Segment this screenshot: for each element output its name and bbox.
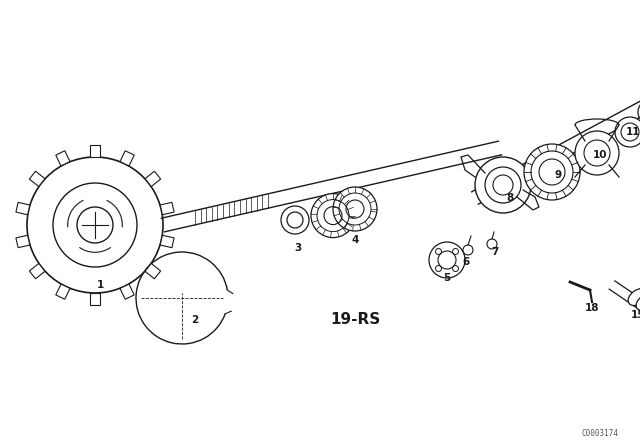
Text: 11: 11 — [626, 127, 640, 137]
Polygon shape — [90, 293, 100, 305]
Circle shape — [27, 157, 163, 293]
Text: C0003174: C0003174 — [582, 428, 618, 438]
Polygon shape — [145, 263, 161, 279]
Polygon shape — [160, 202, 174, 215]
Polygon shape — [120, 151, 134, 166]
Polygon shape — [145, 171, 161, 186]
Ellipse shape — [628, 289, 640, 306]
Text: 18: 18 — [585, 303, 599, 313]
Circle shape — [333, 187, 377, 231]
Text: 10: 10 — [593, 150, 607, 160]
Polygon shape — [16, 235, 30, 248]
Polygon shape — [16, 202, 30, 215]
Circle shape — [575, 131, 619, 175]
Ellipse shape — [636, 293, 640, 310]
Polygon shape — [29, 171, 45, 186]
Circle shape — [475, 157, 531, 213]
Text: 4: 4 — [351, 235, 358, 245]
Circle shape — [429, 242, 465, 278]
Text: 15: 15 — [631, 310, 640, 320]
Text: 8: 8 — [506, 193, 514, 203]
Text: 3: 3 — [294, 243, 301, 253]
Circle shape — [311, 194, 355, 237]
Circle shape — [524, 144, 580, 200]
Polygon shape — [29, 263, 45, 279]
Text: 6: 6 — [462, 257, 470, 267]
Circle shape — [615, 117, 640, 147]
Text: 7: 7 — [492, 247, 499, 257]
Polygon shape — [56, 151, 70, 166]
Polygon shape — [120, 284, 134, 299]
Polygon shape — [160, 235, 174, 248]
Text: 5: 5 — [444, 273, 451, 283]
Text: 19-RS: 19-RS — [330, 313, 380, 327]
Polygon shape — [90, 145, 100, 157]
Text: 9: 9 — [554, 170, 561, 180]
Circle shape — [638, 100, 640, 124]
Text: 2: 2 — [191, 315, 198, 325]
Text: 1: 1 — [97, 280, 104, 290]
Polygon shape — [56, 284, 70, 299]
